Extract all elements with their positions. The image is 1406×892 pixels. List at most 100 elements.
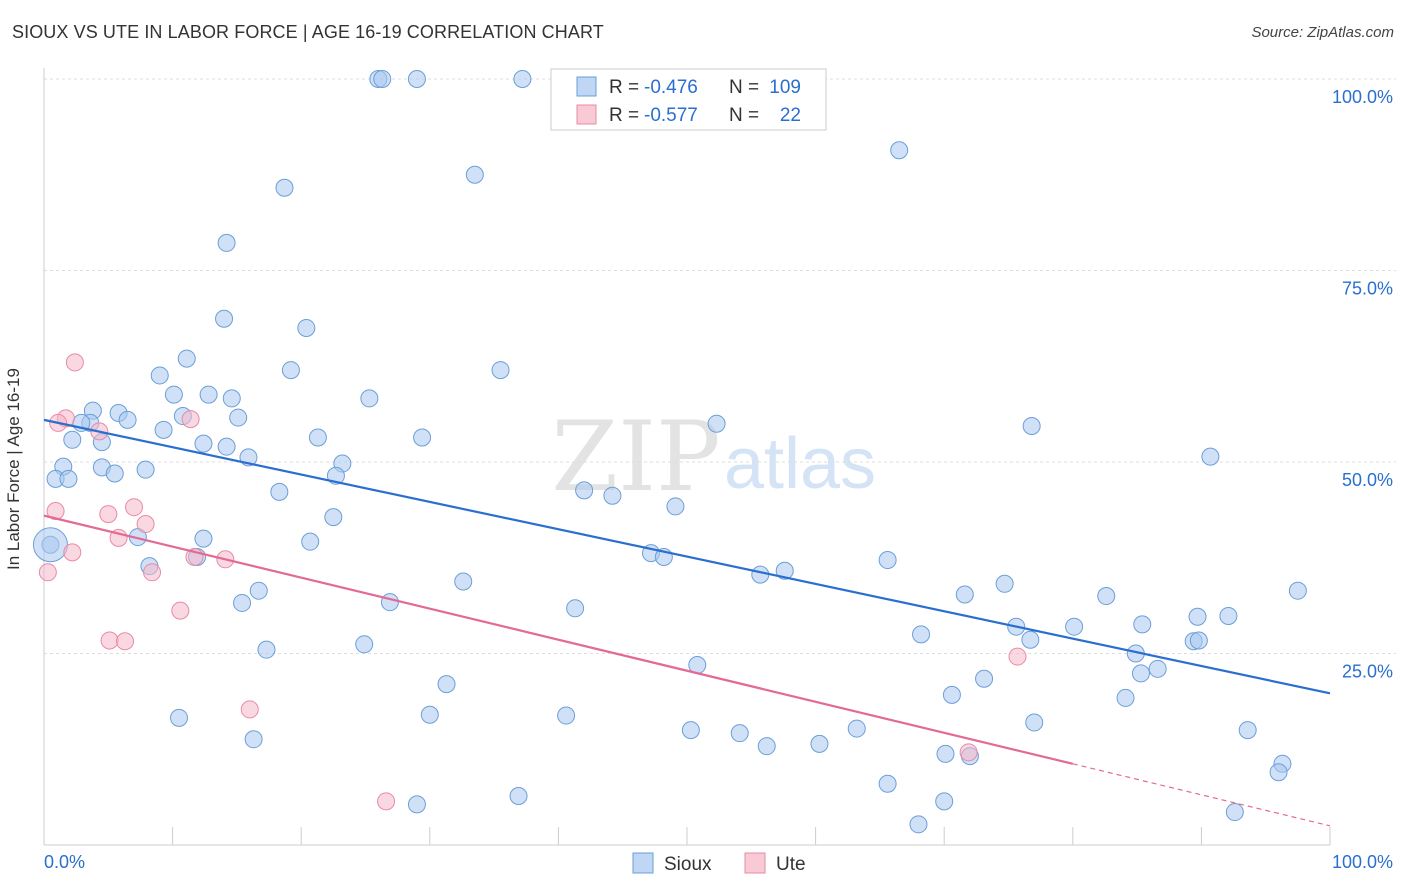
sioux-point xyxy=(878,774,897,793)
y-tick-label: 25.0% xyxy=(1342,662,1393,682)
sioux-point xyxy=(890,141,909,160)
ute-point xyxy=(63,543,82,562)
x-tick-label-max: 100.0% xyxy=(1332,852,1393,872)
legend-r-value: -0.577 xyxy=(644,105,698,126)
ute-point xyxy=(65,353,84,372)
sioux-point xyxy=(270,482,289,501)
sioux-point xyxy=(1022,416,1041,435)
sioux-point xyxy=(215,309,234,328)
sioux-point xyxy=(1021,630,1040,649)
sioux-point xyxy=(847,719,866,738)
sioux-point xyxy=(757,737,776,756)
sioux-point xyxy=(308,428,327,447)
sioux-point xyxy=(509,786,528,805)
sioux-point xyxy=(1288,581,1307,600)
ute-point xyxy=(959,743,978,762)
legend-r-label: R = xyxy=(609,77,639,98)
sioux-point xyxy=(1269,763,1288,782)
sioux-point xyxy=(222,389,241,408)
sioux-points xyxy=(32,70,1307,834)
legend-swatch xyxy=(576,104,597,125)
sioux-point xyxy=(217,233,236,252)
sioux-point xyxy=(407,795,426,814)
sioux-point xyxy=(437,675,456,694)
sioux-point xyxy=(413,428,432,447)
sioux-point xyxy=(217,437,236,456)
sioux-point xyxy=(233,593,252,612)
legend-ute-label: Ute xyxy=(776,854,806,875)
ute-point xyxy=(377,792,396,811)
series-legend: Sioux Ute xyxy=(632,852,806,875)
sioux-point xyxy=(1116,688,1135,707)
sioux-point xyxy=(1025,713,1044,732)
stats-legend: R = -0.476 N = 109 R = -0.577 N = 22 xyxy=(550,68,827,131)
y-tick-label: 50.0% xyxy=(1342,470,1393,490)
sioux-point xyxy=(194,529,213,548)
sioux-point xyxy=(355,635,374,654)
watermark-zip: ZIP xyxy=(551,401,720,513)
sioux-point xyxy=(154,420,173,439)
sioux-point xyxy=(105,464,124,483)
sioux-point xyxy=(1065,617,1084,636)
ute-point xyxy=(136,515,155,534)
legend-n-label: N = xyxy=(729,105,759,126)
sioux-point xyxy=(557,706,576,725)
watermark-atlas: atlas xyxy=(724,424,876,504)
y-tick-label: 100.0% xyxy=(1332,87,1393,107)
x-tick-label-min: 0.0% xyxy=(44,852,85,872)
sioux-point xyxy=(912,625,931,644)
legend-box xyxy=(550,68,827,131)
chart-title: SIOUX VS UTE IN LABOR FORCE | AGE 16-19 … xyxy=(12,22,604,42)
sioux-point xyxy=(194,434,213,453)
sioux-point xyxy=(1131,664,1150,683)
legend-n-value: 109 xyxy=(769,77,801,98)
sioux-point xyxy=(936,744,955,763)
sioux-point xyxy=(975,669,994,688)
sioux-point xyxy=(150,366,169,385)
sioux-point xyxy=(1201,447,1220,466)
source-label: Source: ZipAtlas.com xyxy=(1251,24,1394,41)
sioux-point xyxy=(465,165,484,184)
sioux-point xyxy=(1219,606,1238,625)
sioux-point xyxy=(454,572,473,591)
ute-point xyxy=(100,631,119,650)
sioux-point xyxy=(281,361,300,380)
legend-r-value: -0.476 xyxy=(644,77,698,98)
ute-trend-extension xyxy=(1072,763,1331,827)
ute-point xyxy=(116,632,135,651)
sioux-point xyxy=(199,385,218,404)
sioux-point xyxy=(1238,721,1257,740)
sioux-point xyxy=(170,708,189,727)
sioux-point xyxy=(257,640,276,659)
legend-n-value: 22 xyxy=(780,105,801,126)
sioux-point xyxy=(229,408,248,427)
sioux-point xyxy=(59,469,78,488)
sioux-point xyxy=(1189,631,1208,650)
sioux-point xyxy=(136,460,155,479)
ute-points xyxy=(38,353,1027,811)
sioux-point xyxy=(707,414,726,433)
sioux-point xyxy=(995,574,1014,593)
ute-point xyxy=(240,700,259,719)
ute-point xyxy=(38,563,57,582)
sioux-point xyxy=(1188,607,1207,626)
ute-point xyxy=(1008,647,1027,666)
sioux-point xyxy=(1148,659,1167,678)
sioux-point xyxy=(373,70,392,88)
sioux-point xyxy=(935,792,954,811)
ute-point xyxy=(171,601,190,620)
sioux-point xyxy=(775,561,794,580)
sioux-point xyxy=(275,178,294,197)
sioux-point xyxy=(1225,803,1244,822)
sioux-point xyxy=(666,497,685,516)
legend-sioux-label: Sioux xyxy=(664,854,712,875)
sioux-point xyxy=(244,730,263,749)
ute-point xyxy=(143,563,162,582)
sioux-point xyxy=(751,565,770,584)
sioux-point xyxy=(513,70,532,88)
sioux-point-large xyxy=(32,527,68,563)
legend-n-label: N = xyxy=(729,77,759,98)
sioux-point xyxy=(1133,615,1152,634)
ute-point xyxy=(99,505,118,524)
sioux-point xyxy=(297,318,316,337)
